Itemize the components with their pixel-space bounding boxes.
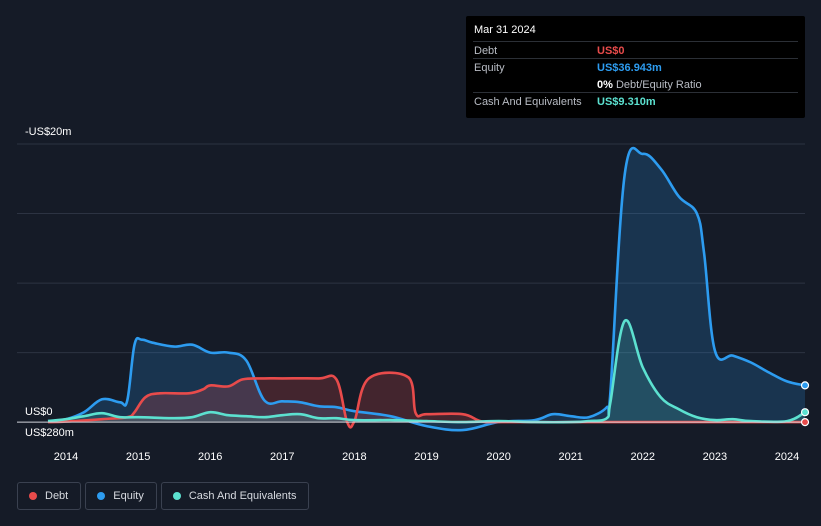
x-tick-label-2023: 2023 [703,451,727,463]
tooltip-row-debt: Debt US$0 [473,41,798,59]
y-tick-label-2: -US$20m [25,126,71,138]
x-tick-label-2017: 2017 [270,451,294,463]
x-tick-label-2024: 2024 [775,451,799,463]
legend-dot-equity [97,492,106,500]
x-tick-label-2021: 2021 [558,451,582,463]
tooltip-ratio-label: Debt/Equity Ratio [615,79,702,91]
tooltip-debt-label: Debt [474,45,498,57]
end-markers [800,381,810,427]
legend-label-debt: Debt [45,490,69,502]
tooltip-ratio: 0% Debt/Equity Ratio [597,79,702,91]
y-axis-labels: US$280m US$0 -US$20m [25,126,74,439]
tooltip-row-ratio: 0% Debt/Equity Ratio [473,75,798,93]
legend-item-debt[interactable]: Debt [17,482,82,510]
y-tick-label-1: US$0 [25,406,53,418]
legend-label-cash: Cash And Equivalents [188,490,297,502]
series-areas [48,148,805,431]
x-tick-label-2020: 2020 [486,451,510,463]
end-marker-cash-and-equivalents [800,408,810,417]
x-axis-labels: 2014 2015 2016 2017 2018 2019 2020 2021 2022 2023… [54,451,799,463]
area-equity [48,148,805,431]
tooltip-cash-value: US$9.310m [597,96,656,108]
tooltip-row-equity: Equity US$36.943m [473,58,798,76]
tooltip-panel: Mar 31 2024 Debt US$0 Equity US$36.943m … [466,16,805,118]
legend-dot-debt [29,492,37,500]
tooltip-date: Mar 31 2024 [474,24,536,36]
x-tick-label-2014: 2014 [54,451,78,463]
end-marker-debt [800,418,810,427]
x-tick-label-2015: 2015 [126,451,150,463]
area-debt [48,372,805,428]
tooltip-ratio-value: 0% [597,79,613,91]
tooltip-row-cash: Cash And Equivalents US$9.310m [473,92,798,110]
legend-item-cash[interactable]: Cash And Equivalents [160,482,310,510]
legend-label-equity: Equity [113,490,144,502]
tooltip-cash-label: Cash And Equivalents [474,96,582,108]
x-tick-label-2019: 2019 [414,451,438,463]
tooltip-equity-label: Equity [474,62,505,74]
line-equity [47,146,806,432]
x-tick-label-2016: 2016 [198,451,222,463]
x-tick-label-2018: 2018 [342,451,366,463]
end-marker-equity [800,381,810,390]
grid-lines [17,143,805,354]
legend-item-equity[interactable]: Equity [85,482,157,510]
chart-legend: Debt Equity Cash And Equivalents [17,482,313,510]
x-tick-label-2022: 2022 [631,451,655,463]
area-cash-and-equivalents [48,320,805,423]
tooltip-debt-value: US$0 [597,45,625,57]
line-cash-and-equivalents [47,319,806,424]
y-tick-label-0: US$280m [25,427,74,439]
tooltip-equity-value: US$36.943m [597,62,662,74]
legend-dot-cash [172,492,181,500]
